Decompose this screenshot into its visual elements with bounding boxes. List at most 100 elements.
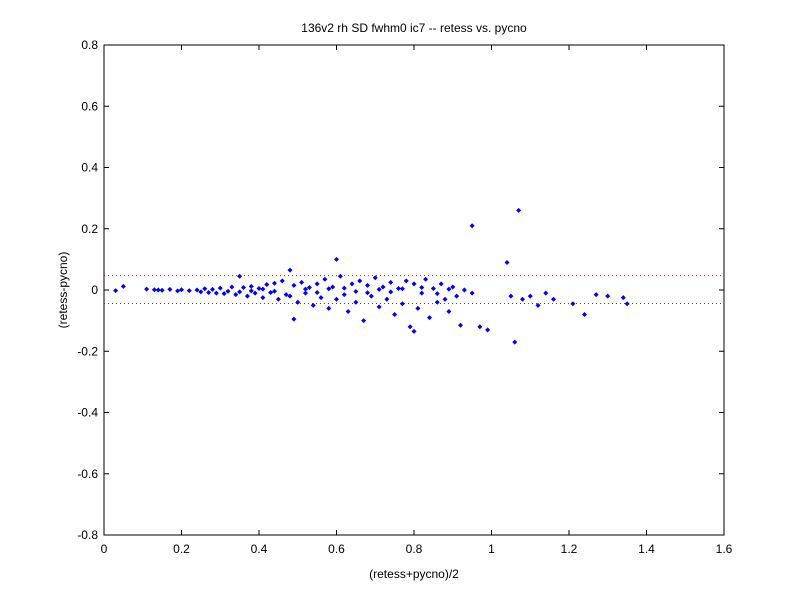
data-point	[368, 293, 374, 299]
data-point	[272, 280, 277, 286]
data-point	[403, 278, 409, 284]
data-point	[624, 301, 630, 307]
data-point	[380, 284, 386, 290]
data-point	[314, 281, 320, 287]
data-point	[303, 290, 308, 296]
data-point	[260, 286, 266, 292]
data-point	[357, 278, 363, 284]
data-point	[434, 299, 440, 305]
data-point	[388, 279, 394, 285]
y-tick-label: 0.8	[81, 38, 98, 52]
data-point	[372, 275, 378, 281]
data-point	[210, 286, 215, 292]
data-point	[411, 281, 417, 287]
y-tick-label: -0.8	[77, 528, 98, 542]
data-point	[179, 287, 184, 293]
data-point	[469, 223, 475, 229]
x-tick-label: 0	[101, 542, 108, 556]
x-tick-label: 0.8	[406, 542, 423, 556]
data-point	[272, 288, 277, 294]
y-tick-label: -0.6	[77, 467, 98, 481]
data-point	[291, 282, 297, 288]
data-point	[516, 207, 522, 213]
data-point	[233, 292, 239, 298]
data-point	[322, 276, 328, 282]
data-point	[461, 287, 467, 293]
x-tick-label: 1.6	[716, 542, 733, 556]
data-point	[512, 339, 518, 345]
data-point	[229, 284, 235, 290]
data-point	[430, 285, 436, 291]
data-point	[392, 312, 398, 317]
data-point	[477, 324, 483, 330]
data-point	[593, 292, 599, 298]
data-point	[399, 286, 405, 292]
data-point	[186, 288, 192, 294]
data-point	[361, 318, 367, 324]
data-point	[318, 295, 324, 301]
plot-area	[103, 44, 725, 536]
data-point	[330, 284, 336, 290]
y-tick-label: 0	[91, 283, 98, 297]
data-point	[543, 290, 549, 296]
data-point	[520, 296, 525, 302]
chart-title: 136v2 rh SD fwhm0 ic7 -- retess vs. pycn…	[301, 21, 527, 35]
data-point	[508, 293, 514, 299]
data-point	[427, 315, 432, 321]
data-point	[256, 285, 262, 291]
data-point	[419, 290, 425, 296]
data-point	[415, 305, 421, 311]
data-point	[334, 256, 339, 262]
data-point	[279, 278, 285, 284]
data-point	[225, 288, 231, 294]
data-point	[217, 285, 223, 291]
data-point	[469, 290, 475, 296]
data-point	[407, 324, 413, 330]
x-tick-label: 1	[488, 542, 495, 556]
data-point	[365, 290, 370, 296]
x-tick-label: 0.2	[173, 542, 190, 556]
data-point	[349, 281, 355, 287]
data-point	[345, 308, 351, 314]
data-point	[527, 293, 533, 299]
data-point	[570, 301, 576, 307]
data-point	[113, 288, 119, 294]
data-point	[384, 296, 390, 302]
x-tick-label: 0.6	[328, 542, 345, 556]
data-point	[337, 273, 343, 279]
data-point	[446, 286, 452, 292]
data-point	[334, 296, 339, 302]
data-point	[260, 295, 266, 301]
data-point	[388, 289, 394, 295]
data-point	[353, 289, 359, 295]
data-point	[396, 285, 401, 291]
data-point	[287, 293, 293, 299]
data-point	[341, 285, 347, 291]
y-axis-label: (retess-pycno)	[56, 252, 70, 329]
data-point	[252, 290, 258, 296]
data-point	[283, 292, 289, 298]
data-point	[419, 285, 425, 291]
data-point	[194, 287, 200, 293]
data-point	[365, 282, 370, 288]
data-point	[605, 293, 611, 299]
data-point	[450, 284, 456, 290]
x-tick-label: 1.4	[638, 542, 655, 556]
data-point	[213, 290, 219, 296]
data-point	[551, 296, 556, 302]
data-point	[175, 288, 181, 294]
data-point	[353, 299, 359, 305]
data-point	[237, 289, 243, 295]
data-point	[582, 312, 587, 317]
data-point	[268, 289, 274, 295]
y-tick-label: 0.6	[81, 99, 98, 113]
data-point	[399, 301, 405, 307]
data-point	[206, 289, 212, 295]
data-point	[159, 287, 165, 293]
x-axis-label: (retess+pycno)/2	[369, 567, 459, 581]
data-point	[202, 286, 208, 292]
data-point	[341, 292, 347, 298]
data-point	[376, 304, 382, 310]
data-point	[248, 283, 254, 289]
